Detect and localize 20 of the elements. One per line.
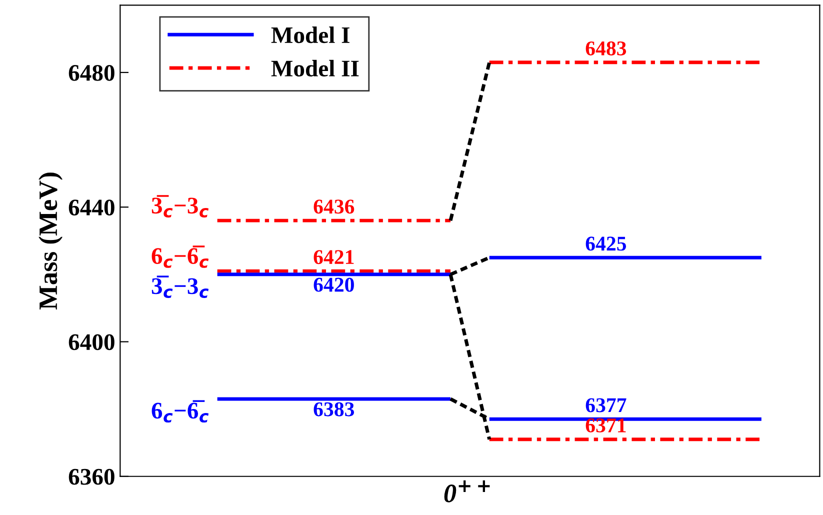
data-label: 6371 [586, 418, 626, 432]
legend-label: Model I [271, 26, 350, 44]
data-label: 6425 [586, 236, 626, 251]
data-label: 6420 [314, 278, 354, 292]
data-label: 6383 [314, 402, 354, 416]
series-label: 6$_{c}$−6̅$_{c}$ [152, 400, 209, 423]
data-label: 6377 [586, 398, 626, 412]
y-axis-title: Mass (MeV) [38, 172, 63, 310]
y-tick-label: 6360 [68, 468, 114, 485]
series-label: 6$_{c}$−6̅$_{c}$ [152, 246, 209, 268]
data-label: 6483 [586, 41, 626, 56]
y-tick-label: 6480 [68, 64, 114, 81]
series-label: 3̅$_{c}$−3$_{c}$ [152, 195, 209, 218]
series-label: 3̅$_{c}$−3$_{c}$ [152, 276, 209, 298]
y-tick-label: 6440 [68, 200, 114, 216]
data-label: 6436 [314, 200, 354, 214]
data-label: 6421 [314, 250, 354, 264]
y-tick-label: 6400 [68, 334, 114, 350]
x-axis-title: 0$^{++}$ [444, 480, 490, 502]
legend-label: Model II [271, 60, 359, 77]
